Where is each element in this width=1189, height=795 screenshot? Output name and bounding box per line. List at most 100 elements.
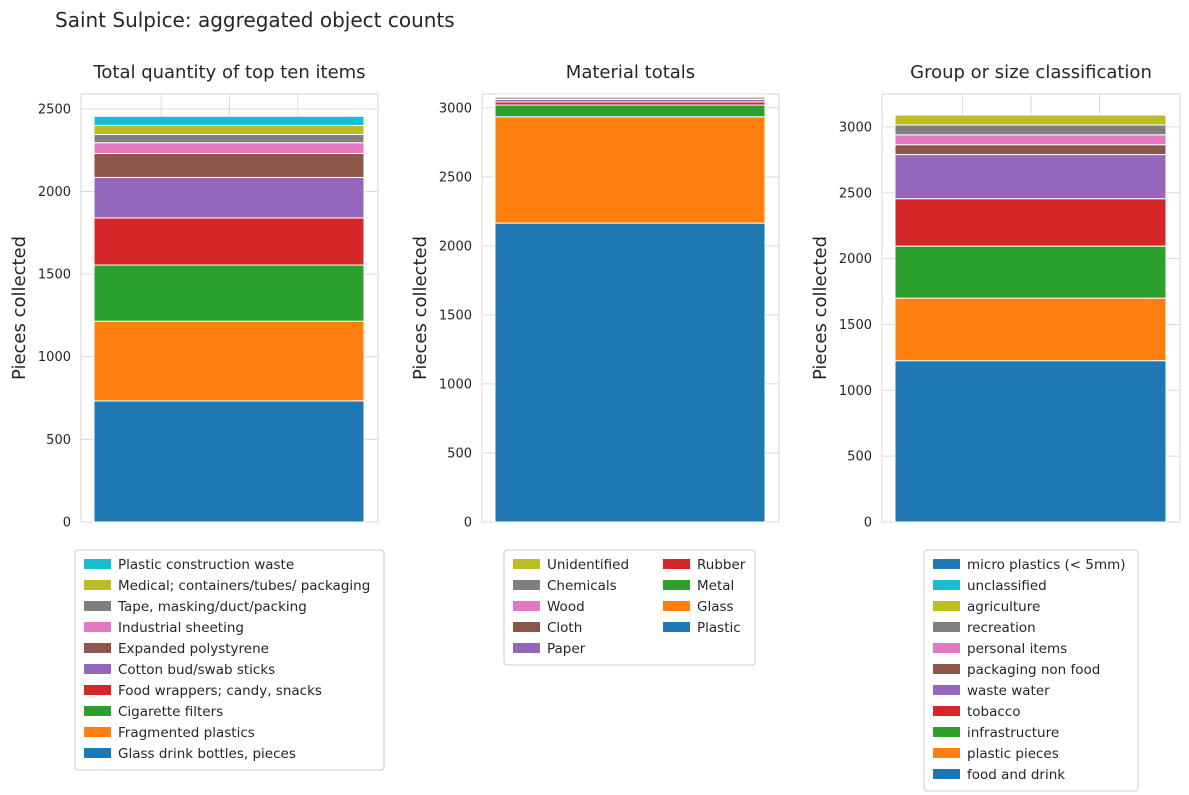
- legend-swatch: [84, 706, 111, 716]
- legend-box: [923, 549, 1139, 792]
- bar-segment-waste-water: [894, 154, 1167, 200]
- y-tick-label: 2000: [439, 239, 472, 254]
- y-tick-label: 1500: [38, 268, 71, 283]
- legend-entry: Glass drink bottles, pieces: [118, 746, 296, 762]
- legend-swatch: [513, 559, 540, 569]
- legend-swatch: [933, 580, 960, 590]
- legend-entry: infrastructure: [967, 725, 1059, 741]
- legend-entry: food and drink: [967, 767, 1065, 783]
- y-tick-label: 0: [63, 516, 71, 531]
- panel-2: 0 500 1000 1500 2000 2500 3000 Material totals P…: [410, 62, 780, 666]
- bar-segment-cotton-bud-swab-sticks: [93, 176, 365, 219]
- y-tick-label: 0: [464, 516, 472, 531]
- legend-swatch: [933, 622, 960, 632]
- bar-segment-food-and-drink: [894, 360, 1167, 523]
- legend-entry: agriculture: [967, 599, 1040, 615]
- y-tick-label: 500: [847, 450, 872, 465]
- legend-entry: micro plastics (< 5mm): [967, 557, 1126, 573]
- legend-swatch: [84, 643, 111, 653]
- legend-entry: packaging non food: [967, 662, 1100, 678]
- legend-entry: Industrial sheeting: [118, 620, 244, 636]
- bar-segment-food-wrappers-candy-snacks: [93, 217, 365, 266]
- legend-swatch: [84, 685, 111, 695]
- legend-entry: Cotton bud/swab sticks: [118, 662, 275, 678]
- y-tick-label: 2000: [38, 185, 71, 200]
- y-tick-label: 1500: [439, 308, 472, 323]
- legend-swatch: [663, 622, 690, 632]
- y-tick-label: 1000: [839, 384, 872, 399]
- legend-swatch: [933, 706, 960, 716]
- y-tick-label: 2000: [839, 252, 872, 267]
- legend-swatch: [663, 559, 690, 569]
- legend-swatch: [84, 727, 111, 737]
- y-tick-label: 2500: [38, 102, 71, 117]
- bar-segment-metal: [494, 104, 766, 118]
- legend-swatch: [933, 685, 960, 695]
- legend: Plastic construction waste Medical; conta…: [74, 549, 385, 771]
- legend-entry: Plastic: [697, 620, 741, 636]
- bar-segment-agriculture: [894, 114, 1167, 126]
- bar-segment-plastic: [494, 222, 766, 523]
- legend-swatch: [84, 622, 111, 632]
- legend-entry: Glass: [697, 599, 734, 615]
- legend-swatch: [933, 727, 960, 737]
- legend-entry: Wood: [547, 599, 585, 615]
- y-axis-label: Pieces collected: [410, 236, 431, 380]
- legend-entry: waste water: [967, 683, 1050, 699]
- legend-swatch: [84, 748, 111, 758]
- legend-entry: Rubber: [697, 557, 746, 573]
- legend-entry: Fragmented plastics: [118, 725, 255, 741]
- legend: Unidentified Chemicals Wood Cloth Paper Rubbe…: [503, 549, 756, 666]
- panel-title: Material totals: [566, 62, 695, 83]
- legend-swatch: [663, 580, 690, 590]
- bar-segment-cigarette-filters: [93, 264, 365, 322]
- legend-swatch: [933, 643, 960, 653]
- legend-entry: Expanded polystyrene: [118, 641, 269, 657]
- legend: micro plastics (< 5mm) unclassified agricu…: [923, 549, 1139, 792]
- legend-swatch: [513, 643, 540, 653]
- bar-segment-glass-drink-bottles-pieces: [93, 400, 365, 523]
- bar-segment-expanded-polystyrene: [93, 152, 365, 178]
- legend-entry: Paper: [547, 641, 586, 657]
- legend-entry: Food wrappers; candy, snacks: [118, 683, 322, 699]
- legend-swatch: [513, 601, 540, 611]
- legend-swatch: [663, 601, 690, 611]
- legend-entry: personal items: [967, 641, 1067, 657]
- y-tick-label: 2500: [439, 170, 472, 185]
- legend-entry: Chemicals: [547, 578, 617, 594]
- bar-segment-personal-items: [894, 134, 1167, 146]
- y-tick-label: 500: [447, 446, 472, 461]
- y-tick-label: 1000: [38, 350, 71, 365]
- legend-entry: plastic pieces: [967, 746, 1059, 762]
- bar-segment-unidentified: [494, 94, 766, 96]
- legend-swatch: [513, 622, 540, 632]
- legend-entry: Medical; containers/tubes/ packaging: [118, 578, 370, 594]
- legend-entry: unclassified: [967, 578, 1047, 594]
- bar-segment-plastic-construction-waste: [93, 115, 365, 126]
- y-tick-label: 1500: [839, 318, 872, 333]
- panel-1: 0 500 1000 1500 2000 2500 Total quantity of to…: [9, 62, 385, 771]
- legend-entry: Plastic construction waste: [118, 557, 294, 573]
- bar-segment-infrastructure: [894, 245, 1167, 299]
- y-tick-label: 3000: [439, 101, 472, 116]
- bar-segment-plastic-pieces: [894, 297, 1167, 362]
- y-axis-label: Pieces collected: [810, 236, 831, 380]
- y-tick-label: 500: [46, 433, 71, 448]
- bar-segment-tape-masking-duct-packing: [93, 133, 365, 144]
- legend-swatch: [933, 748, 960, 758]
- y-tick-label: 1000: [439, 377, 472, 392]
- figure-title: Saint Sulpice: aggregated object counts: [55, 8, 455, 32]
- bar-segment-glass: [494, 116, 766, 224]
- bar-segment-packaging-non-food: [894, 144, 1167, 156]
- legend-entry: Tape, masking/duct/packing: [117, 599, 307, 615]
- legend-swatch: [84, 580, 111, 590]
- y-axis-label: Pieces collected: [9, 236, 30, 380]
- legend-swatch: [84, 601, 111, 611]
- legend-box: [503, 549, 756, 666]
- legend-entry: Cloth: [547, 620, 582, 636]
- bar-segment-tobacco: [894, 198, 1167, 247]
- legend-swatch: [933, 769, 960, 779]
- legend-entry: recreation: [967, 620, 1036, 636]
- legend-box: [74, 549, 385, 771]
- panel-3: 0 500 1000 1500 2000 2500 3000 Group or size cl…: [810, 62, 1181, 792]
